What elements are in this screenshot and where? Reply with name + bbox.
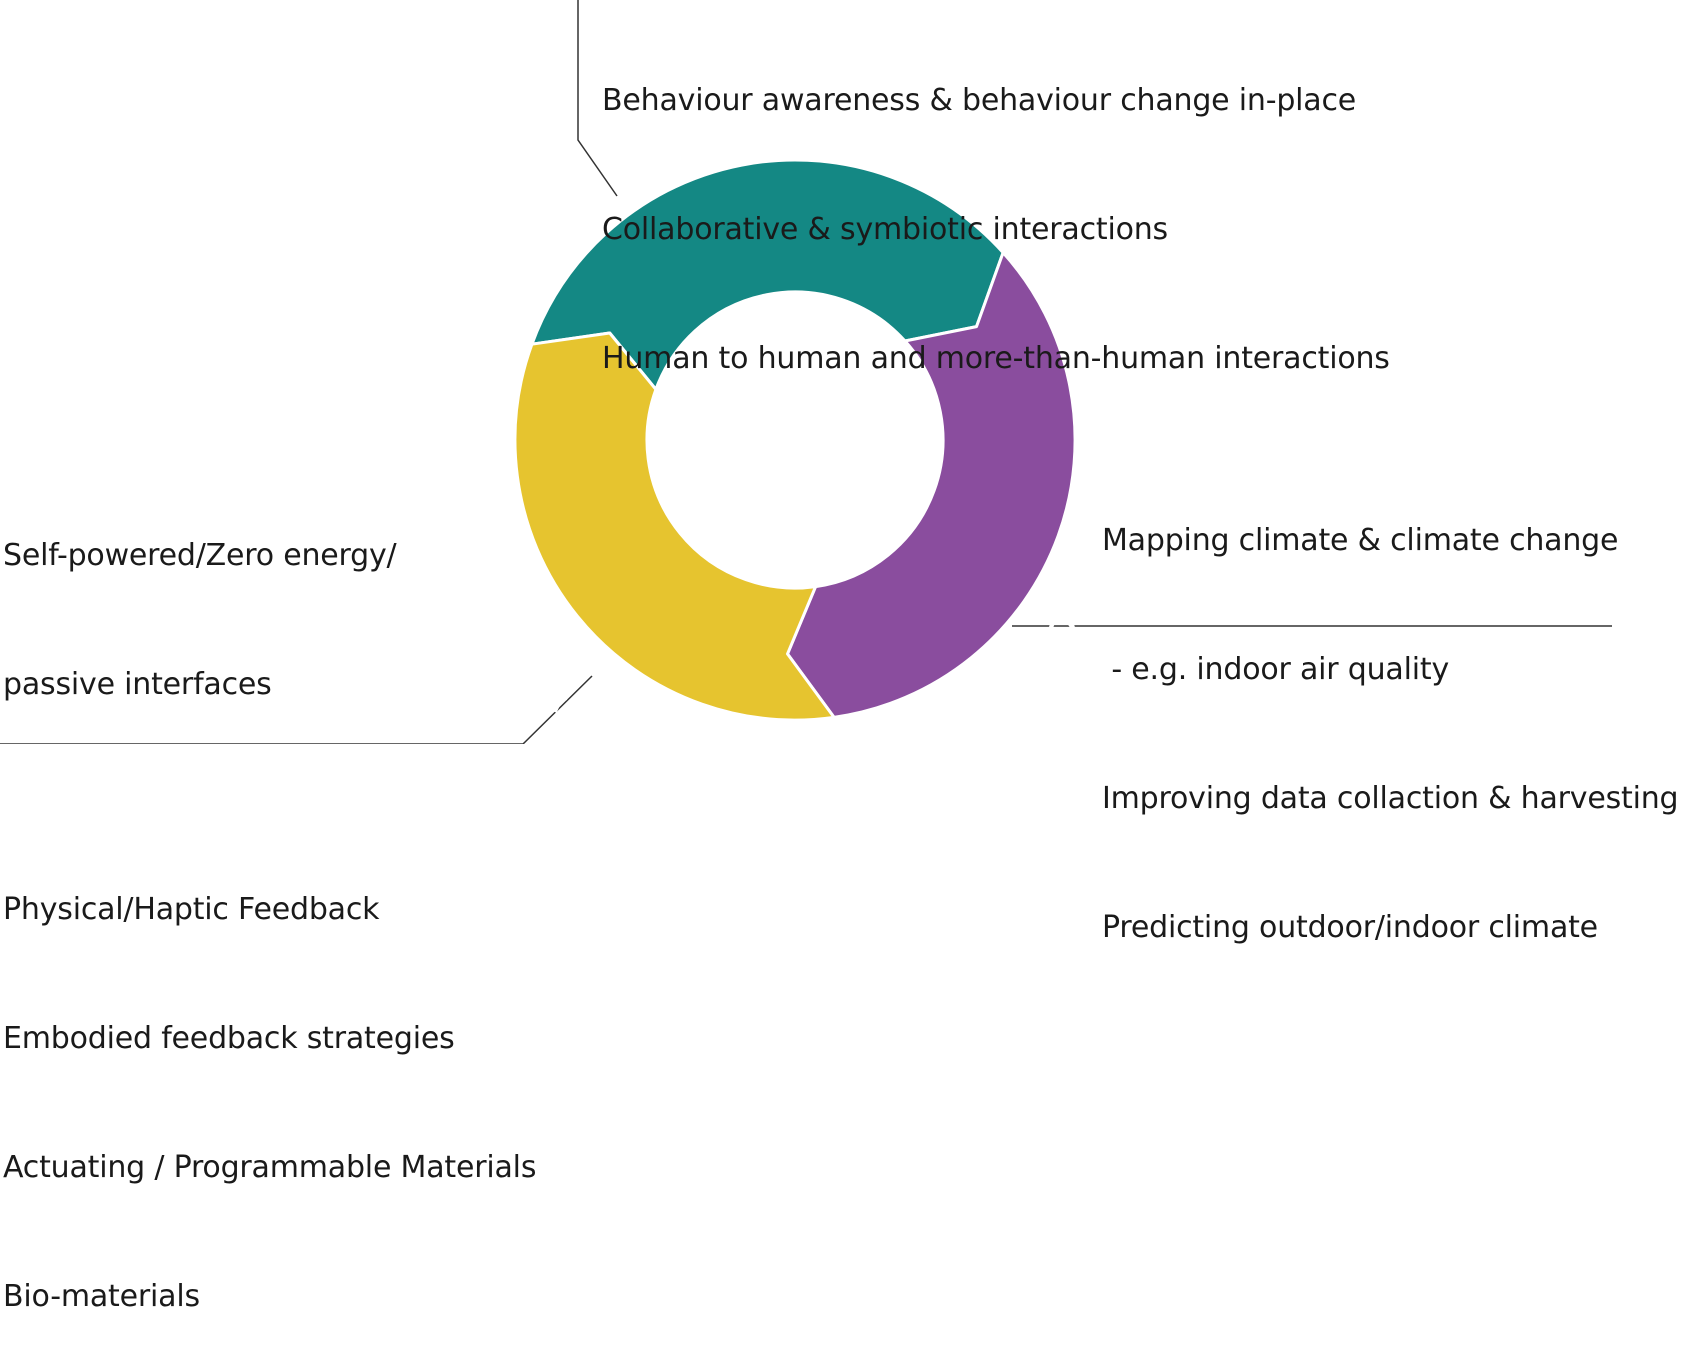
- data-in-context-notes: Mapping climate & climate change - e.g. …: [1102, 433, 1679, 992]
- note-line: - e.g. indoor air quality: [1102, 652, 1449, 687]
- note-line: Predicting outdoor/indoor climate: [1102, 910, 1598, 945]
- tech-leader-line: [0, 675, 593, 744]
- note-line: Mapping climate & climate change: [1102, 523, 1619, 558]
- people-leader-line: [577, 0, 618, 197]
- technology-interfaces-notes: Self-powered/Zero energy/ passive interf…: [3, 448, 536, 1361]
- technology-interfaces-segment: [513, 331, 836, 722]
- note-line: Embodied feedback strategies: [3, 1021, 455, 1056]
- note-line: Behaviour awareness & behaviour change i…: [602, 83, 1357, 118]
- people-behaviour-segment: [530, 158, 1005, 391]
- note-line: Bio-materials: [3, 1279, 200, 1314]
- people-behaviour-notes: Behaviour awareness & behaviour change i…: [602, 0, 1390, 423]
- note-line: Improving data collaction & harvesting: [1102, 781, 1679, 816]
- note-line: Actuating / Programmable Materials: [3, 1150, 537, 1185]
- note-line: Physical/Haptic Feedback: [3, 892, 380, 927]
- data-in-context-segment: [786, 251, 1077, 719]
- note-line: Human to human and more-than-human inter…: [602, 341, 1390, 376]
- note-line: Self-powered/Zero energy/: [3, 538, 397, 573]
- cycle-diagram: People & Behaviour Data in Context Techn…: [0, 0, 1612, 744]
- note-line: passive interfaces: [3, 667, 272, 702]
- note-line: Collaborative & symbiotic interactions: [602, 212, 1168, 247]
